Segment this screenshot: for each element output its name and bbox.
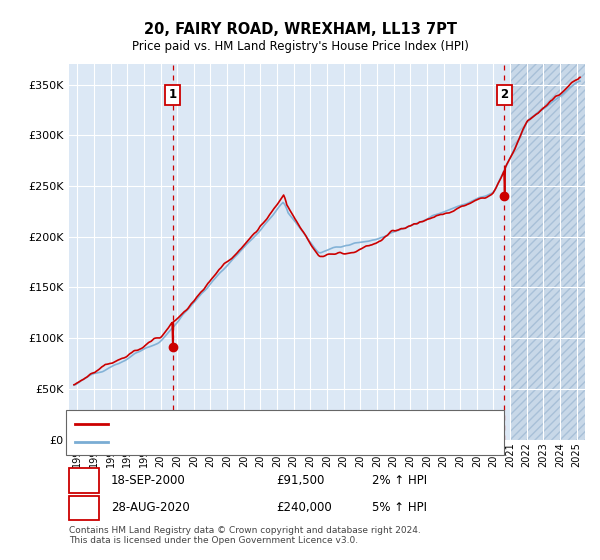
Text: 18-SEP-2000: 18-SEP-2000 (111, 474, 186, 487)
Text: 20, FAIRY ROAD, WREXHAM, LL13 7PT: 20, FAIRY ROAD, WREXHAM, LL13 7PT (143, 22, 457, 38)
Text: 5% ↑ HPI: 5% ↑ HPI (372, 501, 427, 515)
Text: 1: 1 (169, 88, 176, 101)
Text: Contains HM Land Registry data © Crown copyright and database right 2024.
This d: Contains HM Land Registry data © Crown c… (69, 526, 421, 545)
Text: HPI: Average price, detached house, Wrexham: HPI: Average price, detached house, Wrex… (115, 436, 358, 446)
Bar (510, 64, 585, 440)
Text: £240,000: £240,000 (276, 501, 332, 515)
Text: 20, FAIRY ROAD, WREXHAM, LL13 7PT (detached house): 20, FAIRY ROAD, WREXHAM, LL13 7PT (detac… (115, 419, 406, 430)
Text: 28-AUG-2020: 28-AUG-2020 (111, 501, 190, 515)
Text: 1: 1 (80, 474, 88, 487)
Text: 2% ↑ HPI: 2% ↑ HPI (372, 474, 427, 487)
Text: 2: 2 (80, 501, 88, 515)
Text: 2: 2 (500, 88, 508, 101)
Text: £91,500: £91,500 (276, 474, 325, 487)
Bar (69, 64, 510, 440)
Text: Price paid vs. HM Land Registry's House Price Index (HPI): Price paid vs. HM Land Registry's House … (131, 40, 469, 53)
